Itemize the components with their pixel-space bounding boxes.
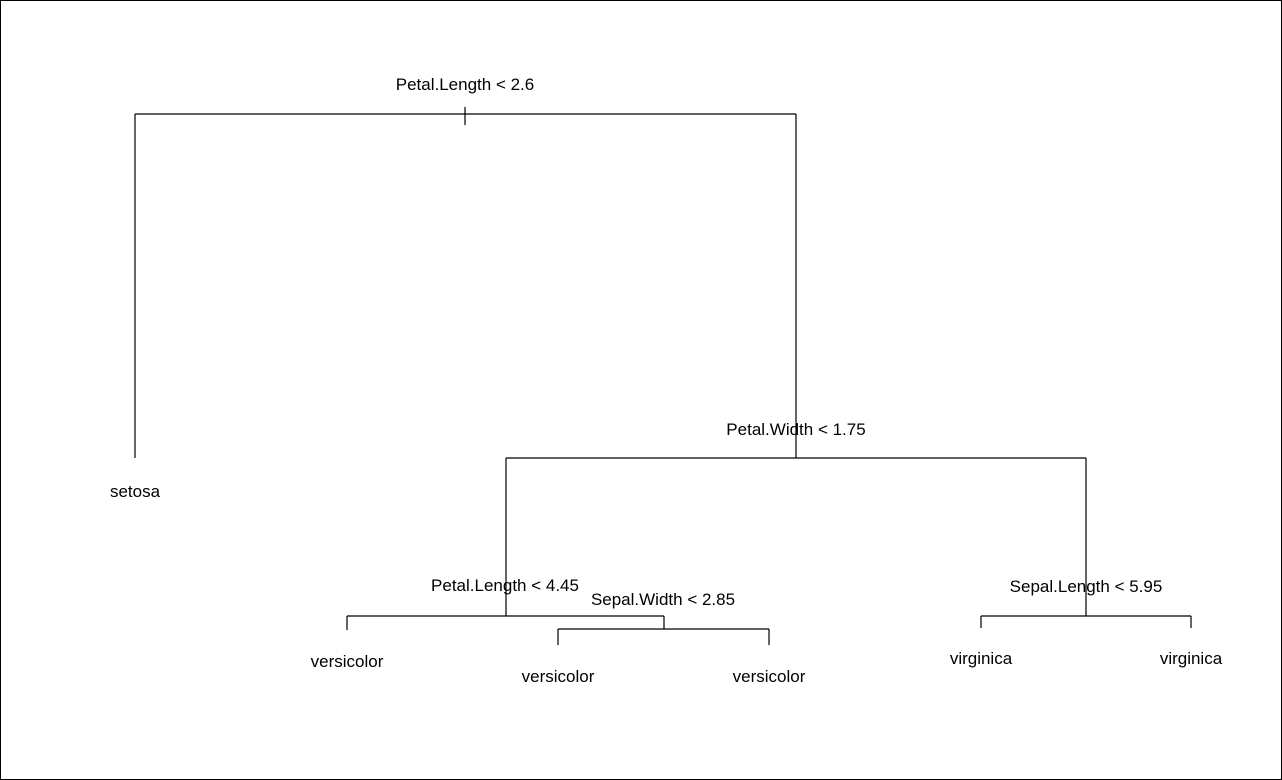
leaf-label-setosa: setosa bbox=[110, 482, 161, 501]
split-label-petal-length-2: Petal.Length < 4.45 bbox=[431, 576, 579, 595]
split-node-sepal-width: Sepal.Width < 2.85 bbox=[558, 590, 769, 630]
split-label-petal-width: Petal.Width < 1.75 bbox=[726, 420, 865, 439]
leaf-label-virginica-1: virginica bbox=[950, 649, 1013, 668]
split-label-root: Petal.Length < 2.6 bbox=[396, 75, 534, 94]
leaf-label-versicolor-1: versicolor bbox=[311, 652, 384, 671]
split-node-petal-width: Petal.Width < 1.75 bbox=[506, 420, 1086, 459]
leaf-label-versicolor-2: versicolor bbox=[522, 667, 595, 686]
split-node-root: Petal.Length < 2.6 bbox=[135, 75, 796, 125]
leaf-label-virginica-2: virginica bbox=[1160, 649, 1223, 668]
split-node-petal-length-2: Petal.Length < 4.45 bbox=[347, 576, 664, 617]
leaf-label-versicolor-3: versicolor bbox=[733, 667, 806, 686]
split-label-sepal-width: Sepal.Width < 2.85 bbox=[591, 590, 735, 609]
split-label-sepal-length: Sepal.Length < 5.95 bbox=[1010, 577, 1163, 596]
split-node-sepal-length: Sepal.Length < 5.95 bbox=[981, 577, 1191, 617]
